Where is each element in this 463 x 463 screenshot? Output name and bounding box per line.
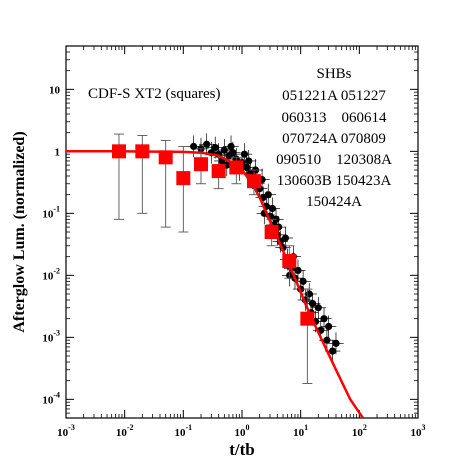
y-tick-label: 10-4 (42, 390, 60, 406)
y-tick-label: 10-3 (42, 328, 60, 344)
xt2-square (211, 164, 226, 179)
shb-point (328, 347, 337, 355)
y-tick-label: 10-1 (42, 204, 60, 220)
y-tick-label: 10-2 (42, 266, 60, 282)
x-tick-label: 102 (352, 423, 367, 439)
y-axis-label: Afterglow Lum. (normalized) (11, 131, 28, 332)
shb-point (332, 339, 340, 347)
shb-list-line-3: 070724A 070809 (282, 131, 386, 147)
shb-point (325, 322, 333, 331)
shb-list-line-6: 150424A (306, 194, 362, 210)
shb-list-line-1: 051221A 051227 (282, 88, 386, 104)
x-tick-label: 103 (411, 423, 426, 439)
x-axis-label: t/tb (229, 440, 255, 459)
shb-point (309, 300, 317, 308)
shb-point (281, 234, 290, 242)
shb-point (245, 157, 253, 165)
shb-point (305, 290, 313, 298)
x-tick-label: 10-1 (174, 423, 192, 439)
xt2-square (229, 160, 244, 175)
shb-point (203, 140, 211, 148)
shb-point (227, 142, 235, 151)
xt2-square (176, 171, 191, 186)
shb-point (268, 204, 277, 213)
shb-point (211, 143, 219, 152)
shb-point (320, 315, 328, 323)
shb-point (323, 336, 331, 344)
shb-title: SHBs (316, 66, 351, 82)
shb-point (264, 191, 272, 199)
xt2-square (264, 225, 279, 239)
shb-point (190, 142, 198, 151)
shb-point (240, 150, 249, 158)
x-tick-label: 101 (293, 423, 308, 439)
shb-point (314, 304, 322, 312)
shb-list-line-2: 060313 060614 (282, 110, 388, 126)
plot-area (66, 133, 364, 418)
xt2-square (246, 174, 261, 189)
axes: 10-3 10-2 10-1 100 101 102 10310-410-310-210-1… (42, 45, 426, 439)
shb-list-line-4: 090510 120308A (276, 152, 392, 168)
x-tick-label: 10-3 (57, 423, 75, 439)
xt2-square (300, 311, 315, 326)
shb-point (299, 277, 307, 285)
shb-point (220, 146, 228, 154)
x-tick-label: 10-2 (116, 423, 134, 439)
xt2-square (111, 144, 126, 159)
model-curve (66, 150, 364, 418)
shb-point (229, 149, 237, 157)
xt2-square (158, 150, 173, 165)
shb-list-line-5: 130603B 150423A (277, 173, 392, 189)
x-tick-label: 100 (235, 423, 250, 439)
xt2-annotation: CDF-S XT2 (squares) (88, 86, 221, 102)
shb-point (294, 266, 302, 275)
y-tick-label: 10 (49, 84, 61, 96)
xt2-square (135, 144, 150, 159)
xt2-square (282, 254, 297, 269)
xt2-square (193, 157, 208, 172)
y-tick-label: 1 (55, 146, 61, 158)
